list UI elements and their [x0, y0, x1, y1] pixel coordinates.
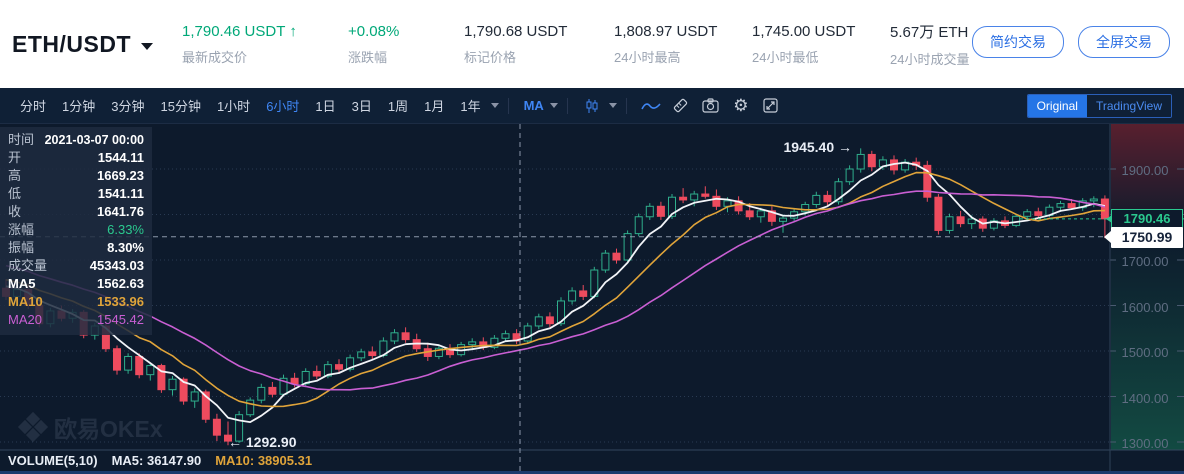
volume-24h-label: 24小时成交量: [890, 51, 970, 67]
stat-24h-high: 1,808.97 USDT 24小时最高: [614, 22, 718, 66]
change-value: +0.08%: [348, 22, 400, 40]
provider-original-tab[interactable]: Original: [1027, 95, 1087, 117]
tooltip-value: 1669.23: [97, 168, 144, 183]
more-intervals-caret-icon[interactable]: [490, 103, 499, 108]
volume-ma10-value: MA10: 38905.31: [215, 453, 313, 468]
tooltip-label: MA20: [8, 312, 42, 327]
tooltip-value: 8.30%: [107, 240, 144, 255]
tooltip-label: MA5: [8, 276, 36, 291]
chart-provider-toggle: Original TradingView: [1026, 94, 1172, 118]
drawing-tools-icon[interactable]: [669, 94, 693, 118]
line-chart-icon[interactable]: [639, 94, 663, 118]
pair-dropdown-caret-icon[interactable]: [141, 42, 153, 50]
candlestick-chart-area[interactable]: 1900.00 1800.00 1700.00 1600.00 1500.00 …: [0, 124, 1184, 474]
interval-3m[interactable]: 3分钟: [111, 99, 145, 114]
tooltip-value: 45343.03: [89, 258, 144, 273]
candlestick-style-icon[interactable]: [580, 94, 604, 118]
bottom-divider: [0, 471, 1184, 474]
volume-indicator-bar: VOLUME(5,10) MA5: 36147.90 MA10: 38905.3…: [0, 451, 1110, 470]
interval-1m[interactable]: 1分钟: [62, 99, 96, 114]
interval-1w[interactable]: 1周: [387, 99, 409, 114]
tooltip-label: 涨幅: [8, 222, 35, 237]
y-axis-tick: 1500.00: [1121, 345, 1169, 360]
ohlc-tooltip-panel: 时间 2021-03-07 00:00 开 1544.11 高 1669.23 低 15…: [0, 127, 152, 335]
tooltip-value: 6.33%: [107, 222, 144, 237]
interval-1y[interactable]: 1年: [460, 99, 481, 114]
settings-gear-icon[interactable]: ⚙: [733, 96, 749, 115]
tooltip-value: 2021-03-07 00:00: [44, 133, 144, 147]
last-price-value: 1,790.46 USDT: [182, 22, 286, 40]
fullscreen-trade-button[interactable]: 全屏交易: [1078, 26, 1170, 58]
tooltip-value: 1562.63: [97, 276, 144, 291]
tooltip-value: 1641.76: [97, 204, 144, 219]
y-axis-tick: 1600.00: [1121, 300, 1169, 315]
tooltip-label: 成交量: [8, 258, 48, 273]
tooltip-label: 时间: [8, 132, 35, 147]
pair-selector[interactable]: ETH/USDT: [12, 31, 182, 58]
provider-tradingview-tab[interactable]: TradingView: [1086, 95, 1171, 117]
low-24h-value: 1,745.00 USDT: [752, 22, 856, 40]
y-axis-tick: 1900.00: [1121, 163, 1169, 178]
interval-3d[interactable]: 3日: [351, 99, 372, 114]
okex-watermark: 欧易OKEx: [17, 410, 163, 444]
high-24h-label: 24小时最高: [614, 49, 681, 65]
volume-ma5-value: MA5: 36147.90: [111, 453, 202, 468]
volume-24h-value: 5.67万 ETH: [890, 23, 969, 41]
okex-logo-icon: [17, 411, 49, 443]
watermark-text: 欧易OKEx: [54, 416, 163, 442]
stat-change: +0.08% 涨跌幅: [348, 23, 426, 66]
tooltip-label: 收: [8, 204, 22, 219]
low-price-annotation: ← 1292.90: [228, 434, 297, 450]
interval-1d[interactable]: 1日: [315, 99, 336, 114]
low-24h-label: 24小时最低: [752, 49, 819, 65]
volume-indicator-label: VOLUME(5,10): [8, 453, 98, 468]
fullscreen-expand-icon[interactable]: [759, 94, 783, 118]
pair-title: ETH/USDT: [12, 30, 131, 57]
tooltip-label: MA10: [8, 294, 43, 309]
screenshot-camera-icon[interactable]: [699, 94, 723, 118]
simple-trade-button[interactable]: 简约交易: [972, 26, 1064, 58]
ma-indicator-dropdown[interactable]: MA: [523, 98, 544, 113]
high-price-annotation: 1945.40 →: [783, 139, 853, 155]
stat-last-price: 1,790.46 USDT ↑ 最新成交价: [182, 23, 310, 66]
mark-price-value: 1,790.68 USDT: [464, 22, 568, 40]
interval-1h[interactable]: 1小时: [216, 99, 251, 114]
high-24h-value: 1,808.97 USDT: [614, 22, 718, 40]
interval-1mo[interactable]: 1月: [424, 99, 445, 114]
stat-24h-volume: 5.67万 ETH 24小时成交量: [890, 21, 1000, 68]
tooltip-label: 低: [8, 186, 22, 201]
y-axis-tick: 1700.00: [1121, 254, 1169, 269]
tooltip-label: 开: [8, 150, 22, 165]
crosshair-price-badge: 1750.99: [1104, 227, 1183, 248]
last-price-label: 最新成交价: [182, 49, 248, 65]
interval-15m[interactable]: 15分钟: [160, 99, 201, 114]
y-axis-tick: 1300.00: [1121, 436, 1169, 451]
tooltip-value: 1545.42: [97, 312, 144, 327]
tooltip-value: 1541.11: [97, 186, 144, 201]
chart-style-caret-icon[interactable]: [608, 103, 617, 108]
y-axis-tick: 1400.00: [1121, 391, 1169, 406]
stat-mark-price: 1,790.68 USDT 标记价格: [464, 23, 576, 66]
interval-6h-active[interactable]: 6小时: [266, 99, 300, 114]
header: ETH/USDT 1,790.46 USDT ↑ 最新成交价 +0.08% 涨跌幅…: [0, 0, 1184, 88]
mark-price-label: 标记价格: [464, 49, 517, 65]
current-price-badge: 1790.46: [1106, 209, 1183, 228]
interval-fenshi[interactable]: 分时: [20, 99, 47, 114]
change-label: 涨跌幅: [348, 49, 388, 65]
chart-toolbar: 分时 1分钟 3分钟 15分钟 1小时 6小时 1日 3日 1周 1月 1年 M…: [0, 88, 1184, 124]
tooltip-value: 1544.11: [97, 150, 144, 165]
ma-dropdown-caret-icon[interactable]: [549, 103, 558, 108]
tooltip-value: 1533.96: [97, 294, 144, 309]
stat-24h-low: 1,745.00 USDT 24小时最低: [752, 22, 856, 66]
price-up-arrow-icon: ↑: [289, 22, 297, 40]
tooltip-label: 振幅: [8, 240, 35, 255]
tooltip-label: 高: [8, 168, 22, 183]
chart-canvas[interactable]: [0, 124, 1184, 474]
